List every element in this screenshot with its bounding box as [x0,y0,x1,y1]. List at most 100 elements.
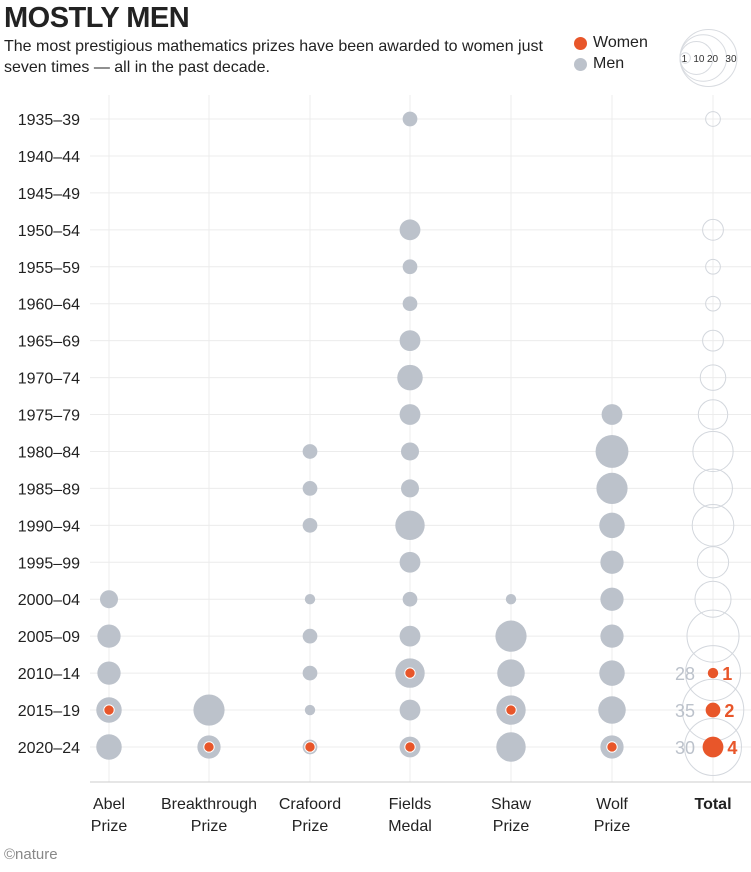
men-bubble [304,594,316,605]
column-label: Prize [493,818,530,835]
men-swatch [574,57,587,71]
men-bubble [399,551,421,573]
women-bubble [404,741,416,753]
row-label-1980–84: 1980–84 [18,444,80,461]
women-swatch [574,36,587,50]
column-label: Crafoord [279,796,341,813]
total-bubble [702,218,724,241]
men-bubble [399,625,421,647]
women-count-label: 1 [722,664,732,684]
column-label: Abel [93,796,125,813]
women-count-label: 4 [727,738,737,758]
row-label-1945–49: 1945–49 [18,186,80,203]
men-bubble [402,296,418,312]
chart-title: MOSTLY MEN [4,2,190,34]
total-bubble [702,329,724,352]
legend-women: Women [574,34,648,52]
row-label-1995–99: 1995–99 [18,555,80,572]
column-label: Shaw [491,796,531,813]
total-bubble [705,111,721,127]
total-bubble [705,258,721,275]
row-label-1985–89: 1985–89 [18,481,80,498]
column-label: Prize [191,818,228,835]
total-bubble [684,717,742,776]
total-bubble [691,504,735,547]
men-bubble [302,444,318,459]
men-bubble [497,659,525,687]
legend-men: Men [574,55,624,73]
women-bubble [404,667,416,679]
men-bubble [402,111,418,127]
men-bubble [399,699,421,721]
column-label-total: Total [694,796,731,813]
total-count-label: 35 [675,701,695,721]
men-bubble [399,330,421,352]
row-label-1940–44: 1940–44 [18,149,80,166]
men-bubble [302,481,318,496]
total-bubble [684,645,742,702]
row-label-1975–79: 1975–79 [18,408,80,425]
column-label: Wolf [596,796,628,813]
men-bubble [596,472,628,504]
men-bubble [598,696,626,724]
men-bubble [600,587,624,611]
total-bubble [686,609,740,663]
row-label-1965–69: 1965–69 [18,334,80,351]
row-label-1970–74: 1970–74 [18,371,80,388]
men-bubble [402,259,418,275]
legend-women-label: Women [593,34,648,51]
men-bubble [397,364,423,391]
row-label-1955–59: 1955–59 [18,260,80,277]
row-label-2000–04: 2000–04 [18,592,80,609]
row-label-1950–54: 1950–54 [18,223,80,240]
size-legend-label: 20 [707,54,719,65]
men-bubble [600,624,624,648]
total-count-label: 28 [675,664,695,684]
column-label: Prize [594,818,631,835]
row-label-1960–64: 1960–64 [18,297,80,314]
men-bubble [399,219,421,241]
women-bubble [505,704,517,716]
total-women-bubble [707,667,719,679]
men-bubble [395,510,425,541]
legend-men-label: Men [593,55,625,72]
nature-logo: ©nature [4,846,58,863]
men-bubble [496,732,526,762]
men-bubble [601,404,623,425]
row-label-2005–09: 2005–09 [18,629,80,646]
size-legend-label: 1 [682,54,688,65]
size-legend-label: 10 [693,54,705,65]
men-bubble [96,734,122,760]
men-bubble [99,590,119,609]
men-bubble [399,404,421,425]
women-bubble [606,741,618,753]
women-count-label: 2 [724,701,734,721]
column-label: Breakthrough [161,796,257,813]
men-bubble [193,694,225,726]
row-label-1990–94: 1990–94 [18,518,80,535]
men-bubble [599,512,625,539]
chart-subtitle: The most prestigious mathematics prizes … [4,38,543,76]
column-label: Fields [389,796,432,813]
men-bubble [304,704,316,716]
men-bubble [402,591,418,607]
men-bubble [505,594,517,605]
total-bubble [697,399,729,430]
total-bubble [699,364,727,391]
women-bubble [203,741,215,753]
total-women-bubble [702,736,724,758]
column-label: Prize [292,818,329,835]
total-bubble [692,430,734,473]
women-bubble [103,704,115,716]
men-bubble [302,628,318,644]
row-label-2015–19: 2015–19 [18,703,80,720]
total-bubble [696,546,730,579]
men-bubble [400,442,420,461]
row-label-1935–39: 1935–39 [18,112,80,129]
total-bubble [693,468,733,509]
row-label-2010–14: 2010–14 [18,666,80,683]
total-bubble [694,580,732,618]
men-bubble [400,479,420,498]
